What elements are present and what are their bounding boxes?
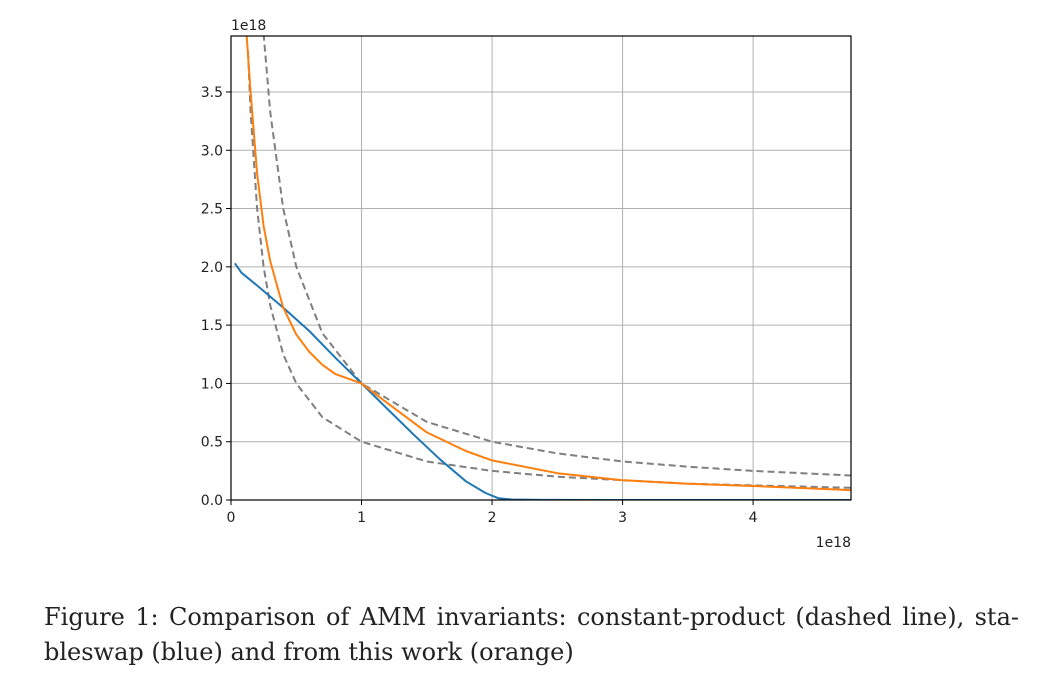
plot-frame [230, 35, 852, 501]
y-tick-label: 0.5 [201, 435, 223, 451]
x-tick-label: 1 [357, 510, 366, 526]
x-tick-label: 3 [618, 510, 627, 526]
x-offset-label: 1e18 [816, 535, 851, 551]
ticks: 0 1 2 3 4 0.0 0.5 1.0 1.5 2.0 2.5 3.0 3.5 [201, 85, 758, 526]
x-tick-label: 0 [227, 510, 236, 526]
figure-caption: Figure 1: Comparison of AMM invariants: … [44, 600, 1019, 670]
y-offset-label: 1e18 [231, 18, 266, 34]
y-tick-label: 2.5 [201, 202, 223, 218]
plot-area [231, 36, 851, 500]
y-tick-label: 2.0 [201, 260, 223, 276]
x-tick-label: 2 [488, 510, 497, 526]
series-line-1 [262, 36, 851, 477]
caption-line-1: Figure 1: Comparison of AMM invariants: … [44, 603, 1019, 631]
y-tick-label: 3.5 [201, 85, 223, 101]
x-tick-label: 4 [749, 510, 758, 526]
chart: 0 1 2 3 4 0.0 0.5 1.0 1.5 2.0 2.5 3.0 3.5 1e18 1e18 [201, 18, 852, 551]
y-tick-label: 1.0 [201, 376, 223, 392]
caption-line-2: bleswap (blue) and from this work (orang… [44, 638, 574, 666]
y-tick-label: 0.0 [201, 493, 223, 509]
y-tick-label: 3.0 [201, 143, 223, 159]
series-line-3 [245, 36, 851, 492]
y-tick-label: 1.5 [201, 318, 223, 334]
